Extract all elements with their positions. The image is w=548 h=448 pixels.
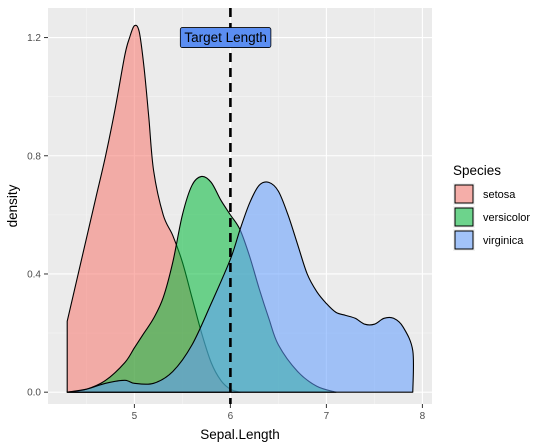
y-tick-label: 0.0 [27, 388, 41, 399]
density-area-virginica [66, 181, 415, 393]
target-annotation: Target Length [179, 27, 272, 48]
target-label-box [179, 27, 272, 48]
density-areas [66, 24, 415, 393]
x-axis-ticks: 5 6 7 8 [132, 404, 426, 422]
x-tick-label: 8 [420, 411, 426, 422]
y-tick-label: 0.8 [27, 151, 41, 162]
legend-key-setosa [454, 184, 474, 204]
legend-label-setosa: setosa [483, 189, 516, 201]
legend-key-virginica [454, 230, 474, 250]
x-tick-label: 6 [228, 411, 234, 422]
target-label: Target Length [184, 30, 267, 45]
legend-label-versicolor: versicolor [483, 212, 530, 224]
x-tick-label: 7 [324, 411, 330, 422]
x-axis-title: Sepal.Length [200, 427, 280, 442]
y-axis-title: density [5, 184, 20, 227]
y-tick-label: 0.4 [27, 269, 41, 280]
legend: Species setosa versicolor virginica [453, 163, 530, 251]
legend-key-versicolor [454, 207, 474, 227]
y-tick-label: 1.2 [27, 33, 41, 44]
legend-label-virginica: virginica [483, 235, 524, 247]
legend-title: Species [453, 163, 501, 178]
y-axis-ticks: 0.0 0.4 0.8 1.2 [27, 33, 48, 399]
x-tick-label: 5 [132, 411, 138, 422]
